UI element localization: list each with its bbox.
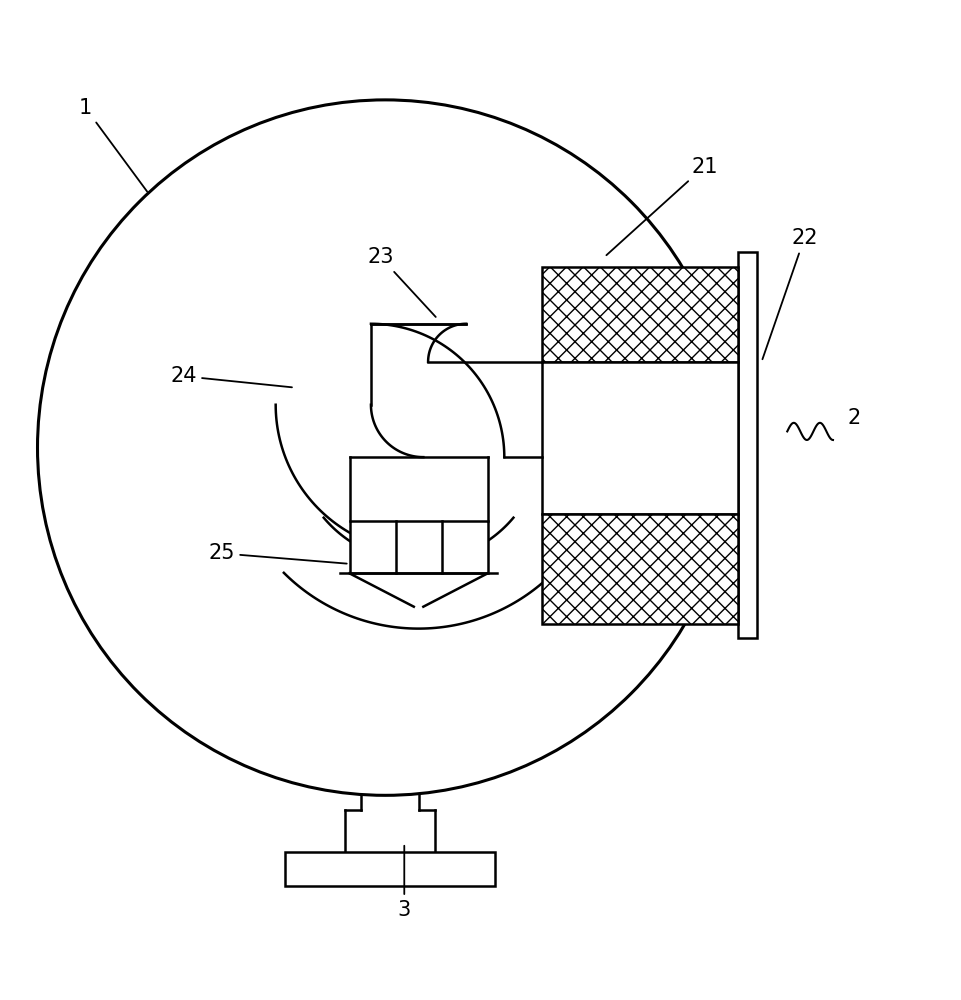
Bar: [350, 521, 487, 573]
Bar: [542, 267, 738, 362]
Text: 1: 1: [79, 98, 147, 192]
Bar: [738, 252, 756, 638]
Bar: [285, 852, 495, 886]
Text: 3: 3: [398, 846, 411, 920]
Text: 21: 21: [606, 157, 718, 255]
Text: 25: 25: [209, 543, 347, 564]
Bar: [542, 514, 738, 624]
Text: 22: 22: [762, 228, 818, 359]
Bar: [542, 362, 738, 514]
Text: 2: 2: [848, 408, 860, 428]
Text: 23: 23: [367, 247, 435, 317]
Text: 24: 24: [170, 366, 292, 387]
